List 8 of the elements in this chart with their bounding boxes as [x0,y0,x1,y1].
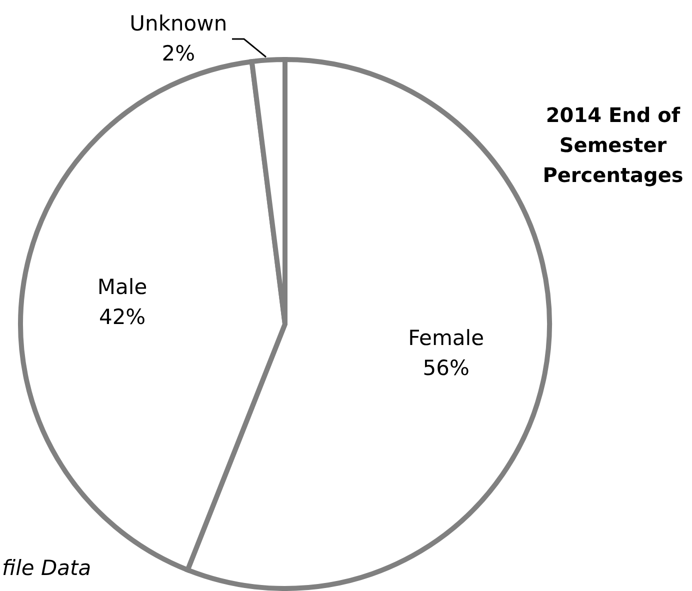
data-label: 42% [98,304,146,329]
data-label: 2% [162,41,196,66]
slice-label: Female [408,326,484,350]
text: 2014 End of Semester Percentages [542,102,684,189]
slice-label: Unknown [130,11,228,36]
text: file Data [2,556,92,580]
slice-label: Male [97,274,148,299]
data-label: 56% [422,356,470,380]
